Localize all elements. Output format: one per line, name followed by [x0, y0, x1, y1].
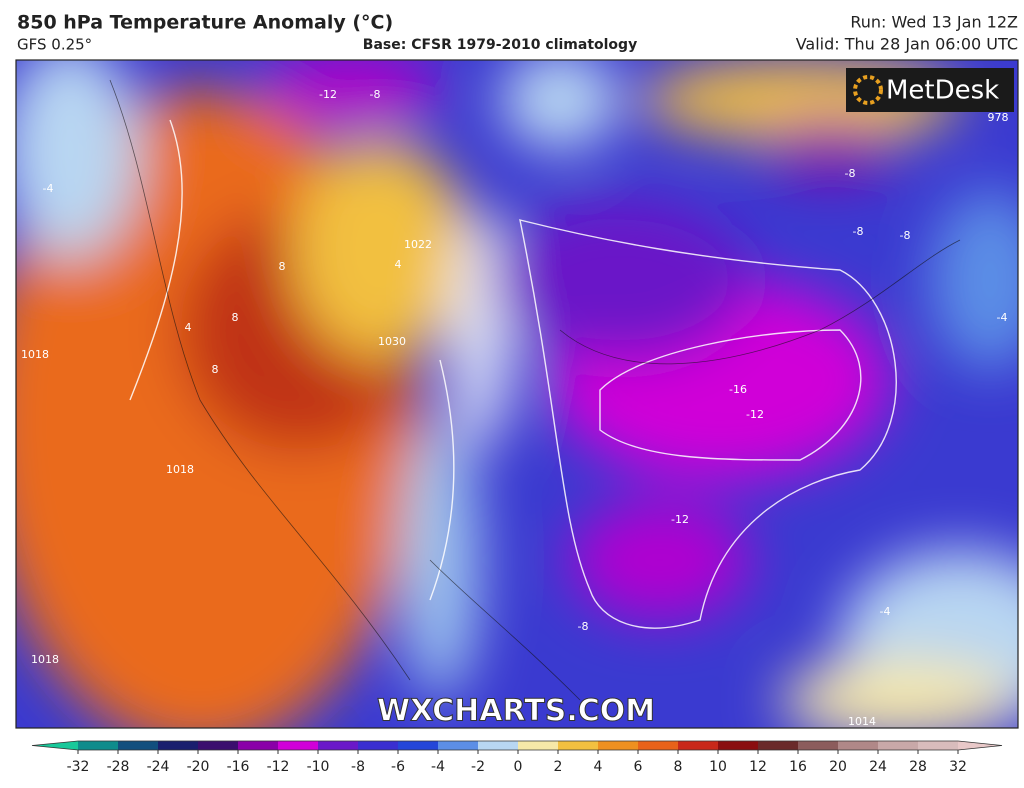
contour-label: -8 — [845, 167, 856, 180]
colorbar-tick-label: -28 — [107, 759, 130, 775]
colorbar-tick-label: -8 — [351, 759, 365, 775]
contour-label: 1018 — [166, 463, 194, 476]
colorbar-segment — [158, 741, 198, 750]
colorbar-tick-label: -32 — [67, 759, 90, 775]
colorbar-tick-label: 24 — [869, 759, 887, 775]
base: Base: CFSR 1979-2010 climatology — [363, 37, 637, 53]
brand: MetDesk — [886, 76, 999, 106]
colorbar-segment — [438, 741, 478, 750]
colorbar-segment — [398, 741, 438, 750]
contour-label: -8 — [578, 620, 589, 633]
contour-label: 8 — [232, 311, 239, 324]
contour-label: -8 — [900, 229, 911, 242]
contour-label: -4 — [997, 311, 1008, 324]
contour-label: 1030 — [378, 335, 406, 348]
colorbar-segment — [878, 741, 918, 750]
contour-label: -12 — [319, 88, 337, 101]
title: 850 hPa Temperature Anomaly (°C) — [17, 12, 393, 34]
contour-label: -12 — [671, 513, 689, 526]
colorbar-segment — [798, 741, 838, 750]
colorbar-segment — [278, 741, 318, 750]
colorbar-tick-label: 28 — [909, 759, 927, 775]
colorbar-tick-label: 10 — [709, 759, 727, 775]
contour-label: 1018 — [31, 653, 59, 666]
colorbar-tick-label: -16 — [227, 759, 250, 775]
map-frame — [15, 59, 1019, 729]
colorbar-tick-label: 12 — [749, 759, 767, 775]
contour-label: 4 — [395, 258, 402, 271]
contour-label: -12 — [746, 408, 764, 421]
contour-label: 8 — [212, 363, 219, 376]
watermark: WXCHARTS.COM — [377, 694, 655, 729]
brand-box — [846, 68, 1014, 112]
contour-label: 1014 — [848, 715, 876, 728]
contour-label: -4 — [43, 182, 54, 195]
colorbar-segment — [198, 741, 238, 750]
colorbar-tick-label: 32 — [949, 759, 967, 775]
map: WXCHARTS.COM -12 -8 -8 -8 -8 -16 -12 -12 -8 8 8 8 -4… — [16, 60, 1018, 729]
colorbar-segment — [118, 741, 158, 750]
colorbar-segment — [358, 741, 398, 750]
colorbar-segment — [478, 741, 518, 750]
colorbar-segment — [678, 741, 718, 750]
colorbar-tick-label: -10 — [307, 759, 330, 775]
contour-label: -16 — [729, 383, 747, 396]
colorbar-tick-label: 20 — [829, 759, 847, 775]
colorbar-segment — [598, 741, 638, 750]
contour-label: 978 — [988, 111, 1009, 124]
contour-label: 4 — [185, 321, 192, 334]
colorbar: -32 -28 -24 -20 -16 -12 -10 -8 -6 -4 -2 0 2 4 6 8 10 12 16… — [31, 740, 1003, 775]
colorbar-tick-label: 6 — [634, 759, 643, 775]
colorbar-low-arrow — [32, 741, 78, 750]
colorbar-tick-label: -20 — [187, 759, 210, 775]
colorbar-segment — [718, 741, 758, 750]
colorbar-segment — [518, 741, 558, 750]
colorbar-tick-label: 4 — [594, 759, 603, 775]
colorbar-segment — [838, 741, 878, 750]
contour-label: 1022 — [404, 238, 432, 251]
colorbar-segment — [918, 741, 958, 750]
colorbar-high-arrow — [958, 741, 1002, 750]
colorbar-segment — [318, 741, 358, 750]
colorbar-segment — [238, 741, 278, 750]
colorbar-tick-label: -2 — [471, 759, 485, 775]
colorbar-segment — [638, 741, 678, 750]
brand-logo — [853, 75, 883, 105]
contour-label: 8 — [279, 260, 286, 273]
colorbar-tick-label: 16 — [789, 759, 807, 775]
contour-label: -8 — [370, 88, 381, 101]
valid: Valid: Thu 28 Jan 06:00 UTC — [796, 35, 1018, 54]
colorbar-segment — [78, 741, 118, 750]
model: GFS 0.25° — [17, 36, 92, 54]
colorbar-segment — [558, 741, 598, 750]
contour-label: 1018 — [21, 348, 49, 361]
colorbar-tick-label: -4 — [431, 759, 445, 775]
colorbar-tick-label: 2 — [554, 759, 563, 775]
colorbar-tick-label: -12 — [267, 759, 290, 775]
contour-label: -4 — [880, 605, 891, 618]
colorbar-tick-label: 8 — [674, 759, 683, 775]
colorbar-tick-label: -24 — [147, 759, 170, 775]
run: Run: Wed 13 Jan 12Z — [850, 13, 1018, 32]
colorbar-tick-label: -6 — [391, 759, 405, 775]
colorbar-segment — [758, 741, 798, 750]
contour-label: -8 — [853, 225, 864, 238]
colorbar-tick-label: 0 — [514, 759, 523, 775]
